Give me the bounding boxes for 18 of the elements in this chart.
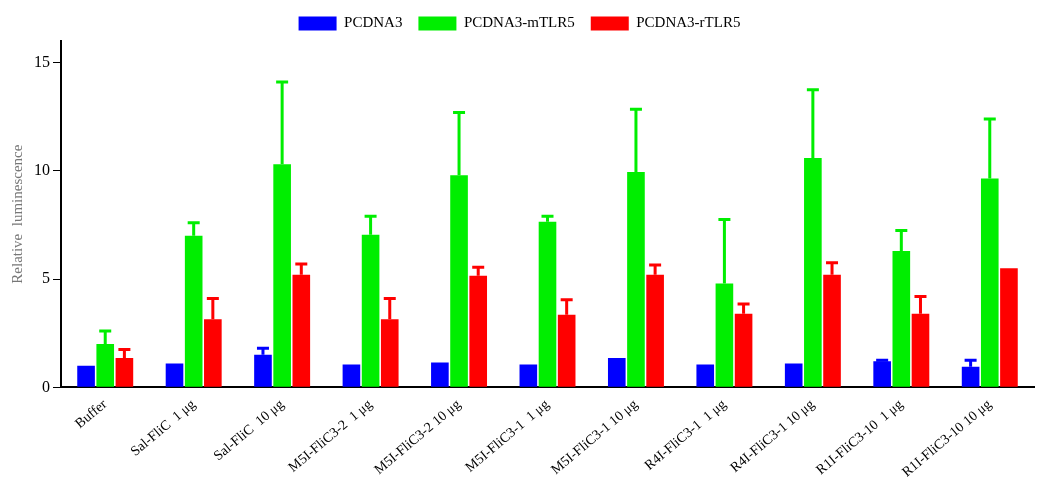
bar [431,362,449,387]
y-tick-label: 10 [34,161,50,179]
y-axis-title: Relative luminescence [8,144,25,284]
bar [873,361,891,387]
bar [165,363,184,387]
legend-label: PCDNA3-mTLR5 [463,14,575,31]
bar [77,365,95,387]
bar [696,364,715,387]
bar [342,364,361,387]
y-tick-label: 0 [42,377,50,395]
y-tick-label: 15 [34,52,50,70]
y-tick-label: 5 [42,269,50,287]
legend-label: PCDNA3-rTLR5 [636,14,741,31]
legend-label: PCDNA3 [344,14,403,31]
bar [607,358,626,387]
bar [519,364,538,387]
bar [784,363,803,387]
bar [1000,268,1018,387]
